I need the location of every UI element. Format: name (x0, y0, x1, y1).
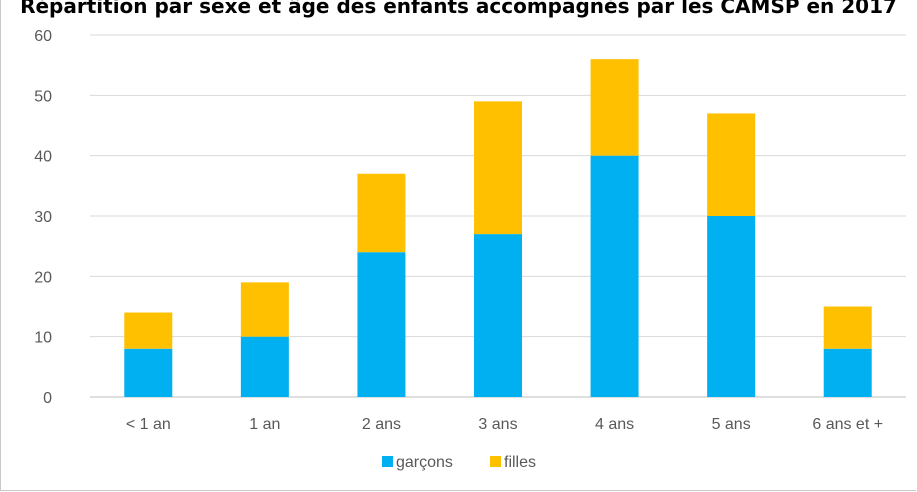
legend-label-garcons: garçons (396, 454, 453, 471)
y-axis: 0 10 20 30 40 50 60 (34, 28, 52, 407)
x-tick-label: 4 ans (595, 416, 634, 433)
x-axis: < 1 an 1 an 2 ans 3 ans 4 ans 5 ans 6 ans et + (126, 416, 883, 433)
y-tick-label: 60 (34, 28, 52, 45)
bar-filles-6 (823, 306, 872, 349)
bar-garcons-5 (707, 216, 756, 397)
bar-garcons-6 (823, 348, 872, 397)
x-tick-label: < 1 an (126, 416, 171, 433)
bar-garcons-0 (124, 348, 173, 397)
y-tick-label: 40 (34, 149, 52, 166)
bar-garcons-1 (240, 336, 289, 397)
bar-filles-3 (474, 101, 522, 235)
x-tick-label: 3 ans (478, 416, 517, 433)
legend: garçons filles (382, 454, 536, 471)
x-tick-label: 2 ans (362, 416, 401, 433)
bar-garcons-2 (357, 252, 406, 397)
y-tick-label: 10 (34, 330, 52, 347)
bars (124, 59, 872, 397)
y-tick-label: 50 (34, 88, 52, 105)
y-tick-label: 0 (43, 390, 52, 407)
legend-swatch-filles (490, 456, 501, 467)
gridlines (90, 34, 906, 398)
bar-filles-4 (590, 59, 639, 156)
x-tick-label: 6 ans et + (812, 416, 883, 433)
bar-filles-1 (240, 282, 289, 337)
x-tick-label: 1 an (249, 416, 280, 433)
bar-garcons-4 (590, 155, 639, 397)
bar-filles-5 (707, 113, 756, 216)
x-tick-label: 5 ans (712, 416, 751, 433)
bar-garcons-3 (474, 234, 522, 397)
legend-label-filles: filles (504, 454, 536, 471)
y-tick-label: 30 (34, 209, 52, 226)
y-tick-label: 20 (34, 269, 52, 286)
chart-title: Répartition par sexe et âge des enfants … (20, 0, 897, 18)
legend-swatch-garcons (382, 456, 393, 467)
bar-filles-2 (357, 173, 406, 253)
bar-filles-0 (124, 312, 173, 349)
